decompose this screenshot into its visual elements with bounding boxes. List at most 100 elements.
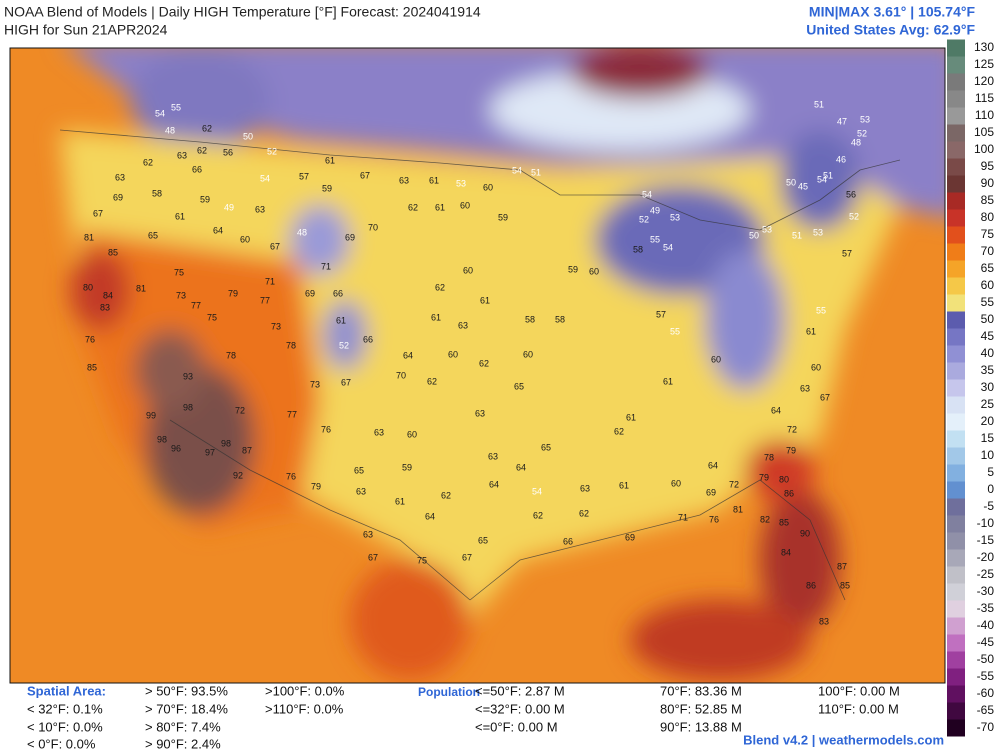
station-temp: 63 (356, 486, 366, 496)
colorbar-swatch (947, 277, 965, 295)
station-temp: 70 (368, 222, 378, 232)
station-temp: 54 (512, 165, 522, 175)
station-temp: 61 (429, 175, 439, 185)
station-temp: 62 (479, 358, 489, 368)
population-stat: 90°F: 13.88 M (660, 719, 742, 734)
station-temp: 75 (207, 312, 217, 322)
station-temp: 84 (781, 547, 791, 557)
station-temp: 69 (706, 487, 716, 497)
station-temp: 77 (287, 409, 297, 419)
station-temp: 65 (354, 465, 364, 475)
population-stat: 110°F: 0.00 M (818, 701, 899, 716)
population-stat: <=50°F: 2.87 M (475, 683, 565, 698)
station-temp: 78 (286, 340, 296, 350)
population-stat: 100°F: 0.00 M (818, 683, 900, 698)
population-stat: <=0°F: 0.00 M (475, 719, 558, 734)
station-temp: 58 (525, 314, 535, 324)
station-temp: 85 (840, 580, 850, 590)
station-temp: 48 (297, 227, 307, 237)
station-temp: 61 (175, 211, 185, 221)
station-temp: 67 (368, 552, 378, 562)
station-temp: 52 (267, 146, 277, 156)
colorbar-label: 35 (981, 363, 995, 377)
colorbar-label: 55 (981, 295, 995, 309)
station-temp: 67 (462, 552, 472, 562)
station-temp: 98 (183, 402, 193, 412)
colorbar-swatch (947, 158, 965, 176)
colorbar-label: 45 (981, 329, 995, 343)
station-temp: 51 (814, 99, 824, 109)
title: NOAA Blend of Models | Daily HIGH Temper… (4, 4, 481, 20)
station-temp: 70 (396, 370, 406, 380)
station-temp: 64 (516, 462, 526, 472)
station-temp: 62 (441, 490, 451, 500)
colorbar-label: 0 (987, 482, 994, 496)
station-temp: 86 (784, 488, 794, 498)
station-temp: 64 (213, 225, 223, 235)
station-temp: 76 (286, 471, 296, 481)
station-temp: 63 (800, 383, 810, 393)
station-temp: 63 (115, 172, 125, 182)
station-temp: 63 (488, 451, 498, 461)
spatial-stat: < 32°F: 0.1% (27, 701, 103, 716)
station-temp: 67 (93, 208, 103, 218)
station-temp: 56 (846, 189, 856, 199)
station-temp: 64 (771, 405, 781, 415)
station-temp: 60 (523, 349, 533, 359)
station-temp: 57 (299, 171, 309, 181)
spatial-stat: > 90°F: 2.4% (145, 736, 221, 750)
spatial-label: Spatial Area: (27, 683, 106, 698)
station-temp: 52 (857, 128, 867, 138)
colorbar-swatch (947, 226, 965, 244)
station-temp: 57 (842, 248, 852, 258)
station-temp: 54 (663, 242, 673, 252)
station-temp: 84 (103, 290, 113, 300)
colorbar-label: 50 (981, 312, 995, 326)
station-temp: 59 (200, 194, 210, 204)
station-temp: 99 (146, 410, 156, 420)
colorbar-label: 90 (981, 176, 995, 190)
subtitle: HIGH for Sun 21APR2024 (4, 22, 168, 38)
station-temp: 83 (819, 616, 829, 626)
colorbar-swatch (947, 209, 965, 227)
colorbar-swatch (947, 617, 965, 635)
station-temp: 65 (541, 442, 551, 452)
spatial-stat: >100°F: 0.0% (265, 683, 345, 698)
station-temp: 49 (650, 205, 660, 215)
station-temp: 52 (339, 340, 349, 350)
station-temp: 51 (823, 170, 833, 180)
station-temp: 97 (205, 447, 215, 457)
station-temp: 63 (458, 320, 468, 330)
station-temp: 67 (341, 377, 351, 387)
station-temp: 85 (779, 517, 789, 527)
station-temp: 48 (851, 137, 861, 147)
colorbar-label: 5 (987, 465, 994, 479)
station-temp: 53 (670, 212, 680, 222)
station-temp: 54 (260, 173, 270, 183)
station-temp: 71 (321, 261, 331, 271)
station-temp: 53 (860, 114, 870, 124)
station-temp: 73 (271, 321, 281, 331)
colorbar-label: 100 (974, 142, 994, 156)
colorbar-swatch (947, 464, 965, 482)
population-stat: 70°F: 83.36 M (660, 683, 742, 698)
station-temp: 45 (798, 181, 808, 191)
station-temp: 93 (183, 371, 193, 381)
station-temp: 73 (310, 379, 320, 389)
station-temp: 75 (174, 267, 184, 277)
station-temp: 59 (498, 212, 508, 222)
station-temp: 62 (202, 123, 212, 133)
colorbar-label: -5 (983, 499, 994, 513)
colorbar-swatch (947, 515, 965, 533)
colorbar-swatch (947, 90, 965, 108)
colorbar-label: 125 (974, 57, 994, 71)
colorbar-label: -70 (977, 720, 995, 734)
colorbar-label: 15 (981, 431, 995, 445)
station-temp: 56 (223, 147, 233, 157)
station-temp: 62 (579, 508, 589, 518)
colorbar-swatch (947, 345, 965, 363)
colorbar-swatch (947, 447, 965, 465)
colorbar-label: 80 (981, 210, 995, 224)
credit: Blend v4.2 | weathermodels.com (743, 732, 944, 747)
